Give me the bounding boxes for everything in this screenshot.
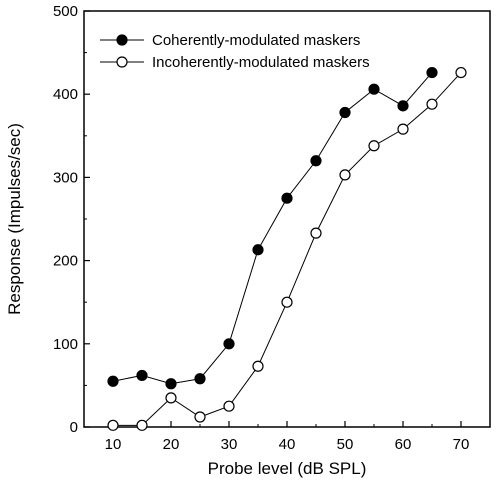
y-tick-label: 500 [53, 3, 78, 20]
filled-circle-point [194, 373, 206, 385]
filled-circle-point [368, 83, 380, 95]
series-lines [112, 72, 462, 426]
legend-open-circle [116, 56, 128, 68]
series-line-2 [113, 72, 462, 426]
open-circle-point [281, 296, 293, 308]
open-circle-point [107, 419, 119, 431]
legend-entry-1: Coherently-modulated maskers [152, 32, 360, 49]
series-line-1 [112, 72, 433, 385]
x-tick-label: 40 [279, 436, 296, 453]
y-tick-label: 0 [70, 419, 78, 436]
open-circle-point [136, 419, 148, 431]
legend: Coherently-modulated maskers Incoherently… [100, 32, 370, 71]
open-circle-point [223, 400, 235, 412]
y-tick-label: 100 [53, 336, 78, 353]
filled-circle-point [223, 338, 235, 350]
open-circle-point [368, 140, 380, 152]
filled-circle-point [165, 378, 177, 390]
x-tick-label: 10 [105, 436, 122, 453]
x-tick-label: 60 [395, 436, 412, 453]
y-tick-label: 200 [53, 253, 78, 270]
x-tick-label: 20 [163, 436, 180, 453]
legend-filled-circle [116, 34, 128, 46]
filled-circle-point [397, 100, 409, 112]
open-circle-point [455, 66, 467, 79]
open-circle-point [339, 169, 351, 181]
open-circle-point [397, 123, 409, 135]
filled-circle-point [107, 375, 119, 387]
filled-circle-point [310, 155, 322, 167]
open-circle-point [165, 392, 177, 404]
open-circle-point [252, 360, 264, 372]
series-points [107, 66, 467, 431]
y-tick-label: 300 [53, 169, 78, 186]
x-tick-label: 30 [221, 436, 238, 453]
open-circle-point [310, 227, 322, 239]
legend-entry-2: Incoherently-modulated maskers [152, 54, 370, 71]
x-tick-label: 70 [453, 436, 470, 453]
open-circle-point [426, 98, 438, 110]
y-axis-label: Response (Impulses/sec) [5, 123, 24, 315]
y-tick-label: 400 [53, 86, 78, 103]
filled-circle-point [426, 66, 438, 79]
x-tick-label: 50 [337, 436, 354, 453]
axis-ticks: 10 20 30 40 50 60 70 0 100 200 300 400 500 [53, 3, 469, 453]
filled-circle-point [252, 244, 264, 256]
filled-circle-point [281, 192, 293, 204]
open-circle-point [194, 411, 206, 423]
filled-circle-point [136, 369, 148, 382]
filled-circle-point [339, 106, 351, 119]
x-axis-label: Probe level (dB SPL) [208, 459, 367, 478]
